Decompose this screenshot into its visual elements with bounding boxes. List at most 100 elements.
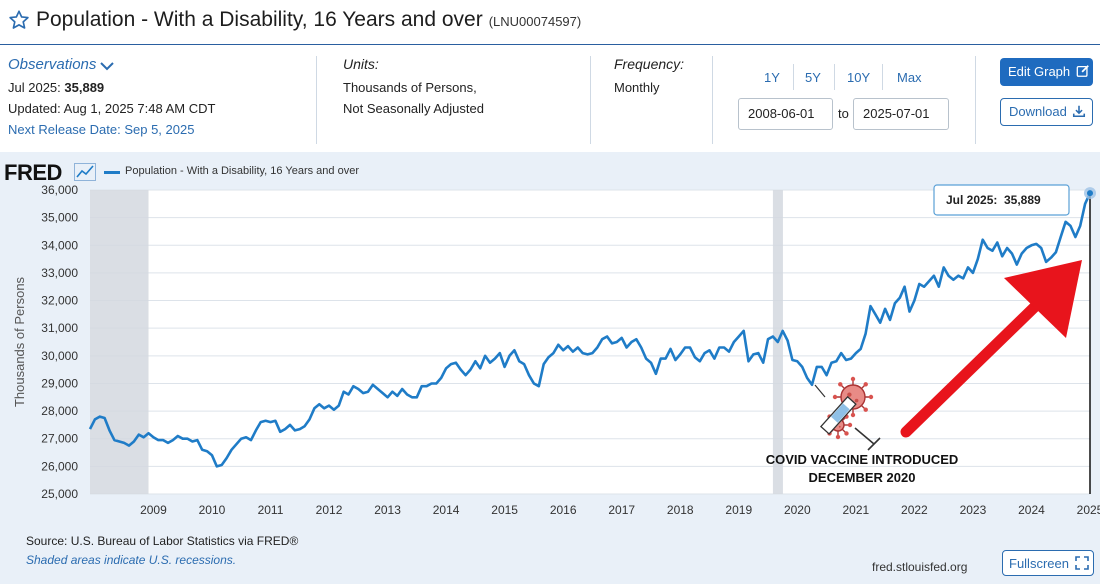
x-tick-label: 2015 [491, 503, 518, 517]
virus-spike-tip [863, 382, 868, 387]
x-tick-label: 2013 [374, 503, 401, 517]
page-title: Population - With a Disability, 16 Years… [36, 8, 581, 32]
last-point-marker [1087, 190, 1093, 197]
line-chart: 25,000 26,000 27,000 28,000 29,000 30,000 31,0… [12, 183, 1100, 517]
units-label: Units: [343, 56, 379, 72]
y-tick-label: 30,000 [41, 349, 78, 363]
divider [882, 64, 883, 90]
x-tick-label: 2010 [199, 503, 226, 517]
divider [590, 56, 591, 144]
to-label: to [838, 106, 849, 121]
recession-note: Shaded areas indicate U.S. recessions. [26, 553, 237, 567]
y-tick-label: 31,000 [41, 321, 78, 335]
fred-logo: FRED [4, 160, 62, 185]
y-tick-label: 27,000 [41, 432, 78, 446]
syringe-plunger [854, 427, 875, 445]
y-axis-title: Thousands of Persons [12, 276, 27, 407]
y-tick-label: 25,000 [41, 487, 78, 501]
tooltip-box [933, 184, 1070, 216]
legend-label: Population - With a Disability, 16 Years… [125, 165, 359, 177]
units-line2: Not Seasonally Adjusted [343, 101, 484, 116]
syringe-liquid [831, 403, 850, 423]
edit-graph-label: Edit Graph [1008, 64, 1071, 79]
y-tick-label: 35,000 [41, 211, 78, 225]
y-tick-label: 28,000 [41, 404, 78, 418]
virus-spike-tip [850, 376, 856, 382]
frequency-label: Frequency: [614, 56, 685, 72]
virus-spike-tip [835, 434, 841, 440]
observation-period: Jul 2025: [8, 80, 61, 95]
next-release-link[interactable]: Next Release Date: Sep 5, 2025 [8, 122, 195, 137]
x-tick-label: 2023 [960, 503, 987, 517]
virus-spike-tip [850, 412, 856, 418]
annotation-line1: COVID VACCINE INTRODUCED [766, 452, 959, 467]
series-id: (LNU00074597) [488, 14, 582, 29]
plot-area [90, 190, 1090, 494]
divider [834, 64, 835, 90]
x-tick-label: 2017 [608, 503, 635, 517]
units-line1: Thousands of Persons, [343, 80, 477, 95]
virus-spot [847, 392, 852, 397]
virus-spot [838, 425, 841, 428]
x-tick-label: 2016 [550, 503, 577, 517]
red-arrow-head [1004, 260, 1082, 338]
download-button[interactable]: Download [1000, 98, 1093, 126]
x-tick-label: 2011 [258, 503, 284, 517]
virus-spike-tip [844, 431, 849, 436]
syringe-handle [867, 437, 881, 451]
range-10y-button[interactable]: 10Y [847, 70, 871, 85]
edit-icon [1076, 65, 1089, 77]
updated-text: Updated: Aug 1, 2025 7:48 AM CDT [8, 101, 216, 116]
range-5y-button[interactable]: 5Y [805, 70, 821, 85]
legend-swatch [104, 171, 120, 174]
observations-dropdown[interactable]: Observations [8, 56, 97, 73]
range-max-button[interactable]: Max [897, 70, 922, 85]
source-note: Source: U.S. Bureau of Labor Statistics … [26, 534, 299, 548]
fullscreen-button[interactable]: Fullscreen [1002, 550, 1094, 576]
start-date-input[interactable]: 2008-06-01 [738, 98, 833, 130]
y-tick-label: 32,000 [41, 294, 78, 308]
y-tick-label: 29,000 [41, 376, 78, 390]
vaccine-illustration [814, 376, 881, 451]
edit-graph-button[interactable]: Edit Graph [1000, 58, 1093, 86]
tooltip-label: Jul 2025: [946, 193, 997, 207]
virus-spike-tip [838, 382, 843, 387]
x-tick-label: 2014 [433, 503, 460, 517]
y-tick-label: 26,000 [41, 459, 78, 473]
download-icon [1073, 105, 1086, 118]
frequency-value: Monthly [614, 80, 660, 95]
y-tick-label: 34,000 [41, 238, 78, 252]
recession-band [90, 190, 149, 494]
y-tick-label: 33,000 [41, 266, 78, 280]
end-date-input[interactable]: 2025-07-01 [853, 98, 949, 130]
x-tick-label: 2021 [843, 503, 870, 517]
divider [975, 56, 976, 144]
observation-value: 35,889 [64, 80, 105, 95]
divider [316, 56, 317, 144]
chart-trend-icon [74, 163, 96, 181]
x-tick-label: 2012 [316, 503, 343, 517]
annotation-line2: DECEMBER 2020 [809, 470, 916, 485]
x-tick-label: 2022 [901, 503, 928, 517]
star-icon[interactable] [8, 9, 30, 31]
x-tick-label: 2020 [784, 503, 811, 517]
x-tick-label: 2025 [1077, 503, 1100, 517]
divider [793, 64, 794, 90]
virus-spike-tip [847, 422, 853, 428]
tooltip-value: 35,889 [1004, 193, 1041, 207]
y-tick-label: 36,000 [41, 183, 78, 197]
divider [712, 56, 713, 144]
chevron-down-icon[interactable] [99, 60, 115, 72]
range-1y-button[interactable]: 1Y [764, 70, 780, 85]
virus-spike-tip [832, 394, 838, 400]
x-tick-label: 2018 [667, 503, 694, 517]
series-line [88, 192, 1092, 468]
fullscreen-label: Fullscreen [1009, 556, 1069, 571]
virus-spike-tip [868, 394, 874, 400]
syringe-needle [814, 384, 826, 398]
download-label: Download [1009, 104, 1067, 119]
site-link[interactable]: fred.stlouisfed.org [872, 560, 968, 574]
header-divider [0, 44, 1100, 45]
x-tick-label: 2009 [140, 503, 167, 517]
virus-spike-tip [863, 407, 868, 412]
